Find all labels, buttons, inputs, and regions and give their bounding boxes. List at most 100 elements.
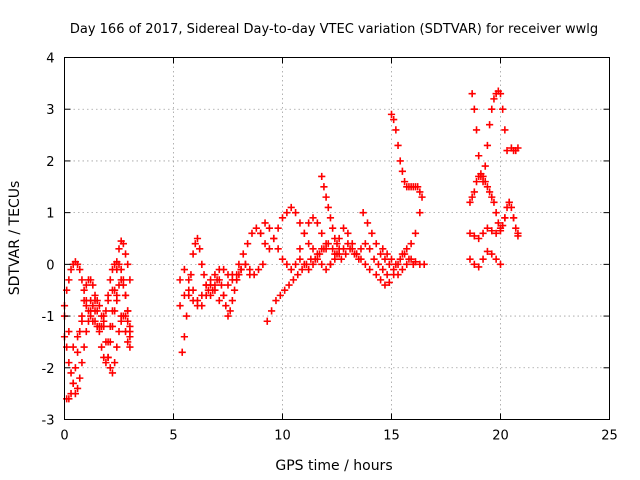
data-point	[475, 234, 483, 243]
data-point	[324, 240, 332, 248]
data-point	[217, 281, 226, 289]
data-point	[254, 265, 263, 274]
data-point	[178, 348, 186, 356]
data-point	[187, 271, 195, 279]
data-point	[196, 245, 204, 253]
data-point	[509, 214, 518, 222]
data-point	[320, 183, 328, 191]
data-point	[383, 271, 391, 279]
y-tick-label: 3	[46, 103, 54, 118]
data-point	[472, 126, 481, 134]
data-point	[381, 281, 389, 289]
data-point	[403, 245, 411, 253]
series-e4	[466, 247, 505, 271]
data-point	[111, 286, 119, 294]
y-tick-label: -2	[42, 362, 55, 377]
y-tick-label: -1	[42, 310, 55, 325]
data-point	[488, 227, 496, 235]
data-point	[283, 260, 291, 268]
data-points	[60, 87, 522, 403]
data-point	[315, 250, 324, 258]
data-point	[361, 260, 369, 268]
data-point	[470, 188, 478, 196]
data-point	[261, 240, 269, 248]
data-point	[222, 302, 230, 310]
data-point	[379, 265, 387, 274]
data-point	[106, 276, 114, 284]
data-point	[202, 281, 210, 289]
data-point	[398, 167, 406, 175]
data-point	[300, 229, 308, 237]
data-point	[488, 105, 496, 113]
data-point	[381, 255, 389, 263]
series-e2	[466, 170, 522, 237]
series-a3	[63, 276, 134, 403]
data-point	[396, 255, 404, 263]
data-point	[113, 343, 121, 351]
data-point	[189, 296, 197, 305]
x-tick-labels: 0 5 10 15 20 25	[60, 429, 617, 444]
data-point	[104, 353, 112, 362]
data-point	[113, 265, 121, 274]
data-point	[272, 296, 280, 305]
data-point	[239, 250, 247, 258]
data-point	[108, 307, 117, 315]
x-tick-label: 20	[492, 429, 509, 444]
data-point	[104, 296, 112, 305]
data-point	[329, 245, 337, 253]
data-point	[287, 265, 295, 274]
data-point	[512, 224, 520, 232]
grid	[64, 57, 610, 420]
data-point	[326, 260, 335, 268]
data-point	[366, 245, 374, 253]
data-point	[91, 291, 99, 299]
data-point	[322, 193, 330, 201]
data-point	[309, 214, 317, 222]
data-point	[180, 265, 188, 274]
data-point	[265, 224, 274, 232]
data-point	[276, 291, 284, 299]
data-point	[71, 364, 79, 372]
data-point	[126, 333, 134, 341]
data-point	[104, 338, 112, 346]
data-point	[87, 276, 95, 284]
data-point	[481, 178, 489, 186]
data-point	[483, 224, 492, 232]
data-point	[309, 260, 317, 268]
data-point	[82, 302, 90, 310]
data-point	[261, 219, 269, 227]
data-point	[119, 240, 127, 248]
data-point	[215, 296, 223, 305]
data-point	[499, 105, 507, 113]
data-point	[486, 121, 494, 129]
data-point	[268, 307, 276, 315]
data-point	[211, 286, 219, 294]
data-point	[270, 234, 278, 243]
data-point	[387, 110, 396, 118]
data-point	[252, 224, 260, 232]
data-point	[324, 203, 332, 212]
data-point	[65, 359, 73, 367]
data-point	[73, 260, 82, 268]
data-point	[191, 240, 199, 248]
data-point	[348, 240, 356, 248]
data-point	[287, 203, 295, 212]
data-point	[126, 276, 134, 284]
data-point	[466, 255, 474, 263]
data-point	[65, 327, 73, 336]
data-point	[339, 224, 348, 232]
data-point	[176, 302, 184, 310]
data-point	[278, 214, 287, 222]
data-point	[329, 224, 337, 232]
data-point	[363, 219, 372, 227]
data-point	[305, 265, 313, 274]
data-point	[372, 240, 380, 248]
data-point	[305, 240, 313, 248]
data-point	[475, 152, 483, 160]
data-point	[420, 260, 428, 268]
data-point	[278, 255, 287, 263]
data-point	[176, 276, 184, 284]
data-point	[333, 240, 341, 248]
data-point	[291, 260, 300, 268]
data-point	[313, 255, 321, 263]
